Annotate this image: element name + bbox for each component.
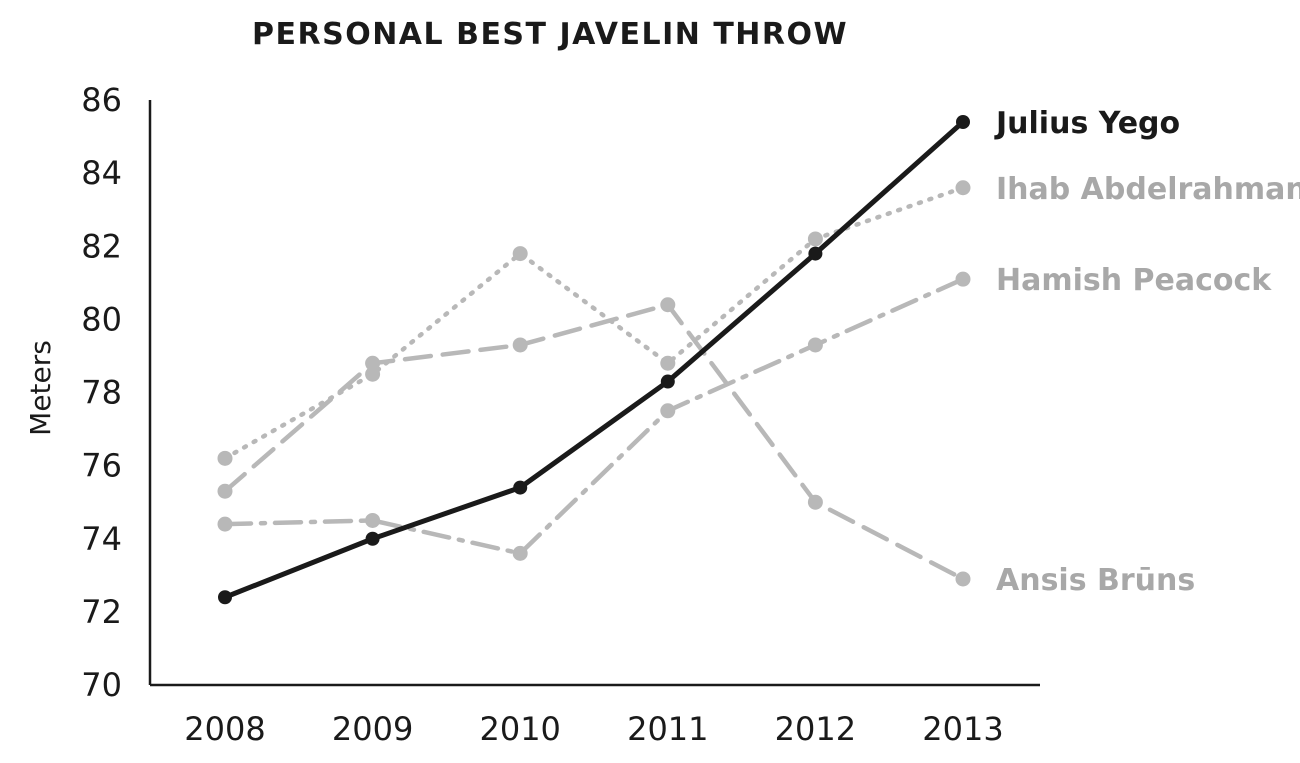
data-point [660, 297, 676, 313]
chart-title: PERSONAL BEST JAVELIN THROW [252, 17, 848, 52]
y-tick-label: 76 [81, 447, 122, 485]
data-point [660, 403, 676, 419]
y-tick-label: 74 [81, 520, 122, 558]
series-group [217, 297, 971, 587]
data-point [217, 450, 233, 466]
data-point [512, 246, 528, 262]
data-point [807, 494, 823, 510]
x-tick-label: 2012 [775, 710, 856, 748]
series-group [218, 114, 970, 605]
series-group [217, 180, 971, 466]
data-point [512, 545, 528, 561]
data-point [807, 337, 823, 353]
data-point [217, 483, 233, 499]
x-tick-label: 2009 [332, 710, 413, 748]
series-line [222, 119, 966, 600]
data-point [365, 531, 380, 546]
series-label: Hamish Peacock [996, 263, 1272, 298]
data-point [808, 246, 823, 261]
data-point [955, 271, 971, 287]
data-point [217, 516, 233, 532]
series-label: Ihab Abdelrahman [996, 172, 1300, 207]
data-point [660, 374, 675, 389]
y-tick-label: 82 [81, 227, 122, 265]
data-point [955, 571, 971, 587]
data-point [365, 512, 381, 528]
data-point [512, 337, 528, 353]
x-tick-label: 2013 [922, 710, 1003, 748]
x-axis-ticks: 2008 2009 2010 2011 2012 2013 [184, 710, 1003, 748]
x-tick-label: 2010 [479, 710, 560, 748]
data-point [956, 114, 970, 129]
x-tick-label: 2008 [184, 710, 265, 748]
y-tick-label: 86 [81, 81, 122, 119]
y-tick-label: 72 [81, 593, 122, 631]
y-axis-label: Meters [24, 340, 57, 436]
data-point [218, 590, 232, 605]
series-line [222, 185, 966, 461]
data-point [807, 231, 823, 247]
series-line [222, 276, 966, 556]
y-tick-label: 78 [81, 374, 122, 412]
y-tick-label: 80 [81, 300, 122, 338]
x-tick-label: 2011 [627, 710, 708, 748]
data-point [513, 480, 528, 495]
y-tick-label: 70 [81, 666, 122, 704]
data-point [660, 355, 676, 371]
series-label: Julius Yego [994, 106, 1180, 141]
series-line [222, 302, 966, 582]
series-layer [217, 114, 971, 605]
data-point [955, 180, 971, 196]
series-group [217, 271, 971, 561]
y-axis-ticks: 70 72 74 76 78 80 82 84 86 [81, 81, 122, 704]
series-label: Ansis Brūns [996, 563, 1195, 598]
series-labels: Julius Yego Ihab Abdelrahman Hamish Peacoc… [994, 106, 1300, 598]
data-point [365, 366, 381, 382]
data-point [365, 355, 381, 371]
y-tick-label: 84 [81, 154, 122, 192]
